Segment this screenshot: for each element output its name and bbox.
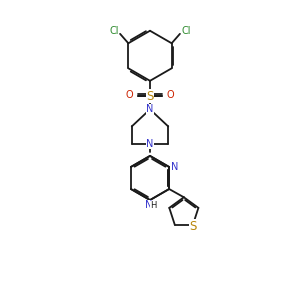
Text: S: S	[146, 90, 154, 103]
Text: Cl: Cl	[181, 26, 190, 36]
Text: N: N	[145, 200, 152, 210]
Text: O: O	[126, 90, 134, 100]
Text: N: N	[146, 139, 154, 148]
Text: O: O	[167, 90, 174, 100]
Text: N: N	[146, 104, 154, 114]
Text: N: N	[171, 162, 178, 172]
Text: Cl: Cl	[110, 26, 119, 36]
Text: S: S	[189, 220, 197, 233]
Text: H: H	[150, 201, 157, 210]
